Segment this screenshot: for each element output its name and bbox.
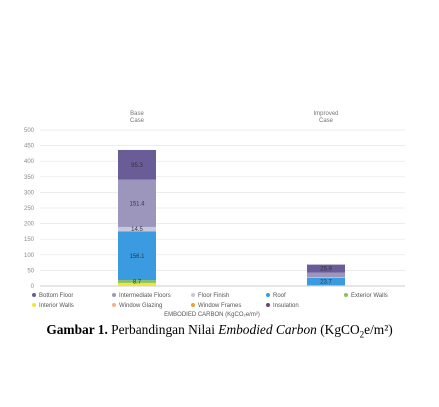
y-tick-label: 150 (24, 237, 35, 243)
y-tick-label: 400 (24, 159, 35, 165)
legend-marker (191, 303, 195, 307)
category-label-line: Case (130, 118, 145, 124)
y-tick-label: 50 (27, 268, 34, 274)
data-label: 8.7 (133, 280, 142, 286)
caption-italic: Embodied Carbon (218, 322, 317, 337)
bar-segment (307, 277, 345, 286)
legend-label: Interior Walls (39, 303, 74, 309)
y-tick-label: 100 (24, 253, 35, 259)
bar-segment (307, 272, 345, 278)
legend-label: Floor Finish (198, 293, 229, 299)
y-axis-ticks: 0 50 100 150 200 250 300 350 400 450 500 (24, 128, 35, 290)
y-tick-label: 250 (24, 206, 35, 212)
legend-marker (266, 303, 270, 307)
y-tick-label: 500 (24, 128, 35, 134)
legend-marker (344, 293, 348, 297)
legend-label: Window Glazing (119, 303, 162, 309)
data-label: 25.9 (320, 267, 332, 273)
data-label: 23.7 (320, 279, 332, 285)
y-tick-label: 0 (31, 284, 35, 290)
y-tick-label: 450 (24, 144, 35, 150)
grid-lines (40, 129, 405, 287)
category-label: Improved Case (313, 111, 338, 124)
data-label: 156.1 (129, 254, 145, 260)
legend-marker (191, 293, 195, 297)
caption-prefix: Gambar 1. (46, 322, 108, 337)
bar-segment (118, 282, 156, 286)
category-label: Base Case (130, 111, 145, 124)
caption-unit-sub: 2 (359, 329, 365, 340)
bars (118, 149, 345, 286)
legend-marker (32, 293, 36, 297)
bar-segment (118, 280, 156, 283)
data-labels: 95.3 151.4 14.5 156.1 8.7 25.9 23.7 (129, 163, 332, 286)
bar-segment (118, 231, 156, 281)
legend-label: Window Frames (198, 303, 241, 309)
bar-segment (118, 179, 156, 227)
bar-segment (307, 285, 345, 286)
bar-segment (118, 149, 156, 180)
caption-unit-open: (KgCO (316, 322, 360, 337)
data-label: 95.3 (131, 163, 143, 169)
legend-marker (112, 293, 116, 297)
category-label-line: Base (130, 111, 144, 117)
legend-marker (32, 303, 36, 307)
data-label: 151.4 (129, 201, 145, 207)
legend-label: Insulation (273, 303, 299, 309)
caption-unit-close: e/m²) (364, 322, 393, 337)
category-label-line: Improved (313, 111, 338, 117)
caption-text: Perbandingan Nilai (107, 322, 219, 337)
data-label: 14.5 (131, 227, 143, 233)
x-axis-label: EMBODIED CARBON (KgCO₂e/m²) (164, 312, 260, 318)
legend-label: Exterior Walls (351, 293, 388, 299)
legend: Bottom Floor Intermediate Floors Floor Fin… (32, 293, 388, 309)
y-tick-label: 350 (24, 175, 35, 181)
category-label-line: Case (319, 118, 334, 124)
legend-marker (112, 303, 116, 307)
bar-segment (307, 264, 345, 273)
y-tick-label: 300 (24, 190, 35, 196)
legend-label: Bottom Floor (39, 293, 73, 299)
legend-label: Intermediate Floors (119, 293, 171, 299)
bar-segment (307, 277, 345, 278)
legend-marker (266, 293, 270, 297)
legend-label: Roof (273, 293, 286, 299)
bar-segment (118, 226, 156, 232)
figure-caption: Gambar 1. Perbandingan Nilai Embodied Ca… (0, 322, 439, 340)
y-tick-label: 200 (24, 222, 35, 228)
bar-segment (307, 285, 345, 286)
